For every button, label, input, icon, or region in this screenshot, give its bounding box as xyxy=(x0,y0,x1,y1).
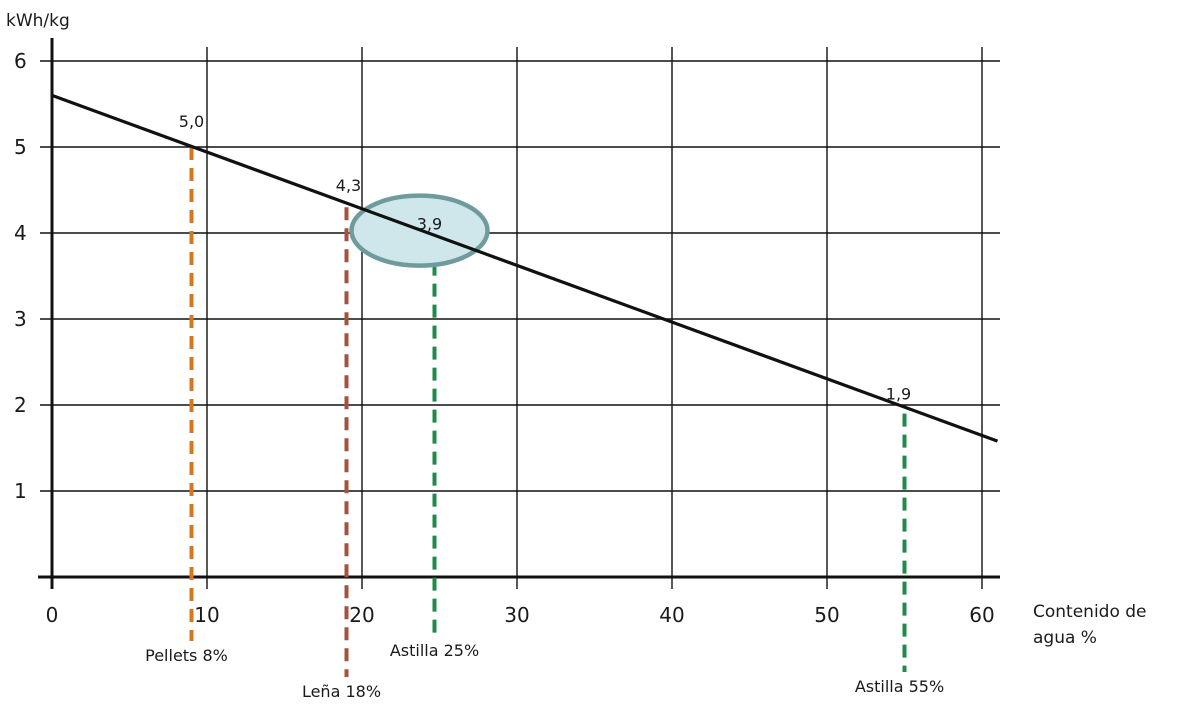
value-label: 5,0 xyxy=(179,112,204,131)
x-tick-label: 0 xyxy=(46,603,59,627)
value-label: 3,9 xyxy=(417,215,442,234)
category-label: Pellets 8% xyxy=(145,646,228,665)
x-tick-label: 50 xyxy=(814,603,839,627)
labels: 5,0 Pellets 8% 4,3 Leña 18% 3,9 Astilla 25% 1,… xyxy=(145,112,944,701)
x-tick-label: 20 xyxy=(349,603,374,627)
x-tick-label: 30 xyxy=(504,603,529,627)
grid xyxy=(40,47,1000,589)
x-tick-label: 10 xyxy=(194,603,219,627)
y-tick-label: 2 xyxy=(14,393,27,417)
category-label: Astilla 25% xyxy=(390,641,479,660)
series xyxy=(51,93,999,443)
series-line xyxy=(51,93,999,443)
axes xyxy=(38,38,1000,589)
x-axis-label-line1: Contenido de xyxy=(1033,602,1147,622)
x-tick-label: 60 xyxy=(969,603,994,627)
y-tick-label: 4 xyxy=(14,221,27,245)
y-tick-label: 5 xyxy=(14,135,27,159)
category-label: Astilla 55% xyxy=(855,677,944,696)
x-axis-label-line2: agua % xyxy=(1033,628,1097,648)
markers xyxy=(189,147,907,677)
x-tick-label: 40 xyxy=(659,603,684,627)
y-tick-label: 1 xyxy=(14,479,27,503)
y-tick-label: 6 xyxy=(14,49,27,73)
value-label: 4,3 xyxy=(336,176,361,195)
value-label: 1,9 xyxy=(886,385,911,404)
category-label: Leña 18% xyxy=(302,682,381,701)
y-tick-label: 3 xyxy=(14,307,27,331)
y-axis-label: kWh/kg xyxy=(6,11,70,31)
